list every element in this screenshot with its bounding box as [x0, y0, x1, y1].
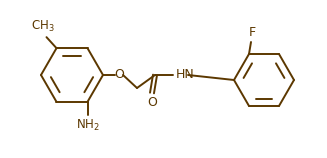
Text: F: F	[249, 26, 256, 39]
Text: NH$_2$: NH$_2$	[76, 118, 99, 133]
Text: O: O	[114, 69, 124, 82]
Text: CH$_3$: CH$_3$	[31, 19, 54, 34]
Text: HN: HN	[176, 69, 195, 82]
Text: O: O	[147, 96, 157, 109]
